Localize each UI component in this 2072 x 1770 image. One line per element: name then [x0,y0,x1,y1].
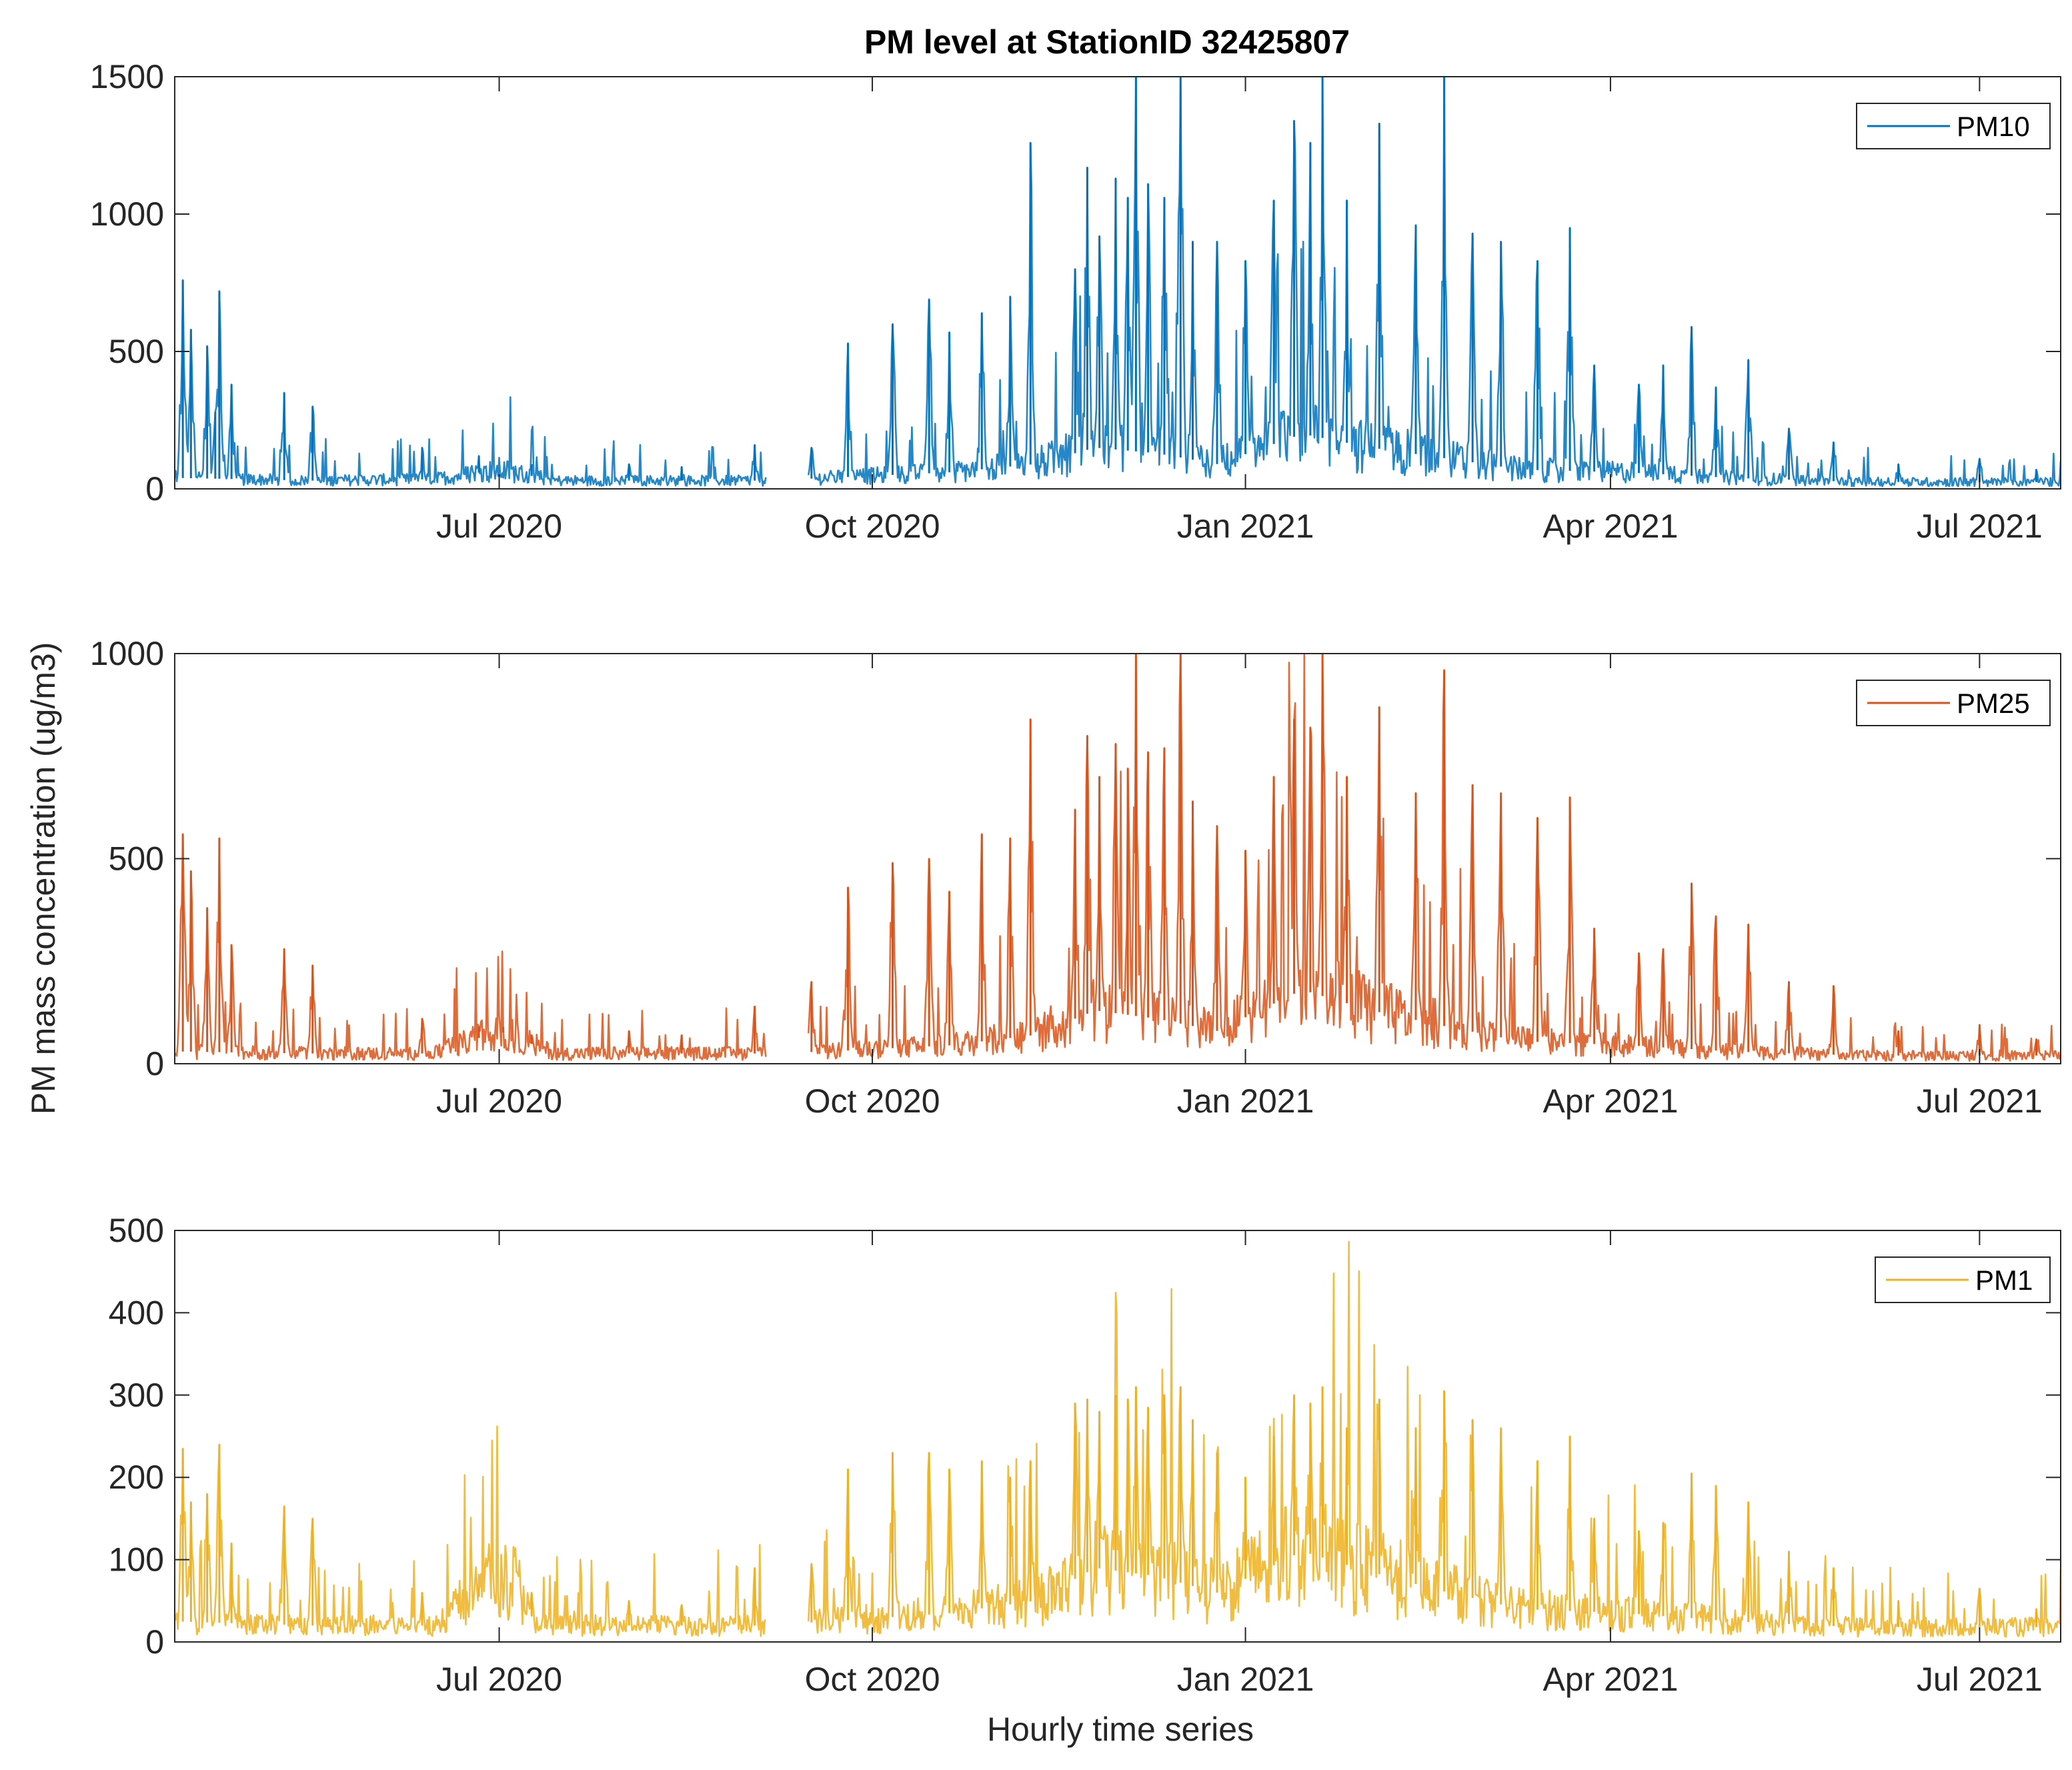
x-tick-label: Jul 2021 [1917,1661,2043,1698]
x-tick-label: Oct 2020 [805,1082,940,1120]
x-tick-label: Jul 2021 [1917,508,2043,545]
series-line-pm25-segment [808,654,2061,1062]
legend-label: PM25 [1957,688,2030,719]
x-tick-label: Jul 2020 [436,508,562,545]
series-line-pm10-segment [175,279,767,487]
x-tick-label: Jul 2021 [1917,1082,2043,1120]
legend-pm10: PM10 [1856,103,2051,149]
panel-pm10: 0 500 1000 1500 Jul 2020 Oct 2020 Jan 2021 Apr … [90,58,2061,545]
x-tick-label: Jul 2020 [436,1661,562,1698]
x-tick-label: Jul 2020 [436,1082,562,1120]
plot-area [175,77,2061,489]
y-tick-label: 400 [109,1294,164,1331]
series-line-pm1-segment [175,1425,766,1637]
y-tick-label: 0 [145,1623,164,1661]
legend-pm1: PM1 [1875,1256,2051,1303]
y-tick-label: 0 [145,1045,164,1082]
x-tick-label: Apr 2021 [1542,1661,1678,1698]
series-line-pm25-segment [175,833,767,1061]
x-tick-label: Apr 2021 [1542,508,1678,545]
x-tick-label: Oct 2020 [805,508,940,545]
axis-box [174,76,2061,490]
series-line-pm10-segment [808,77,2061,488]
y-tick-label: 1000 [90,635,164,672]
x-tick-label: Apr 2021 [1542,1082,1678,1120]
axis-box [174,1230,2061,1643]
y-tick-label: 300 [109,1377,164,1414]
y-tick-label: 1500 [90,58,164,95]
x-tick-label: Jan 2021 [1177,1661,1314,1698]
x-tick-label: Jan 2021 [1177,1082,1314,1120]
y-tick-label: 500 [109,1212,164,1249]
chart-title: PM level at StationID 32425807 [864,23,1350,61]
legend-label: PM1 [1975,1264,2033,1296]
y-tick-label: 1000 [90,195,164,233]
panel-pm25: 0 500 1000 Jul 2020 Oct 2020 Jan 2021 Apr 2021… [90,635,2061,1120]
y-tick-label: 200 [109,1459,164,1496]
x-axis-label: Hourly time series [987,1711,1254,1748]
y-tick-label: 500 [109,333,164,370]
y-axis-label: PM mass concentration (ug/m3) [25,642,62,1115]
legend-pm25: PM25 [1856,680,2051,726]
panel-pm1: 0 100 200 300 400 500 Jul 2020 Oct 2020 Jan 2021… [109,1212,2061,1698]
series-line-pm1-segment [808,1240,2061,1638]
x-tick-label: Jan 2021 [1177,508,1314,545]
y-tick-label: 0 [145,470,164,508]
y-tick-label: 100 [109,1541,164,1579]
y-tick-label: 500 [109,840,164,878]
legend-label: PM10 [1957,111,2030,142]
x-tick-label: Oct 2020 [805,1661,940,1698]
